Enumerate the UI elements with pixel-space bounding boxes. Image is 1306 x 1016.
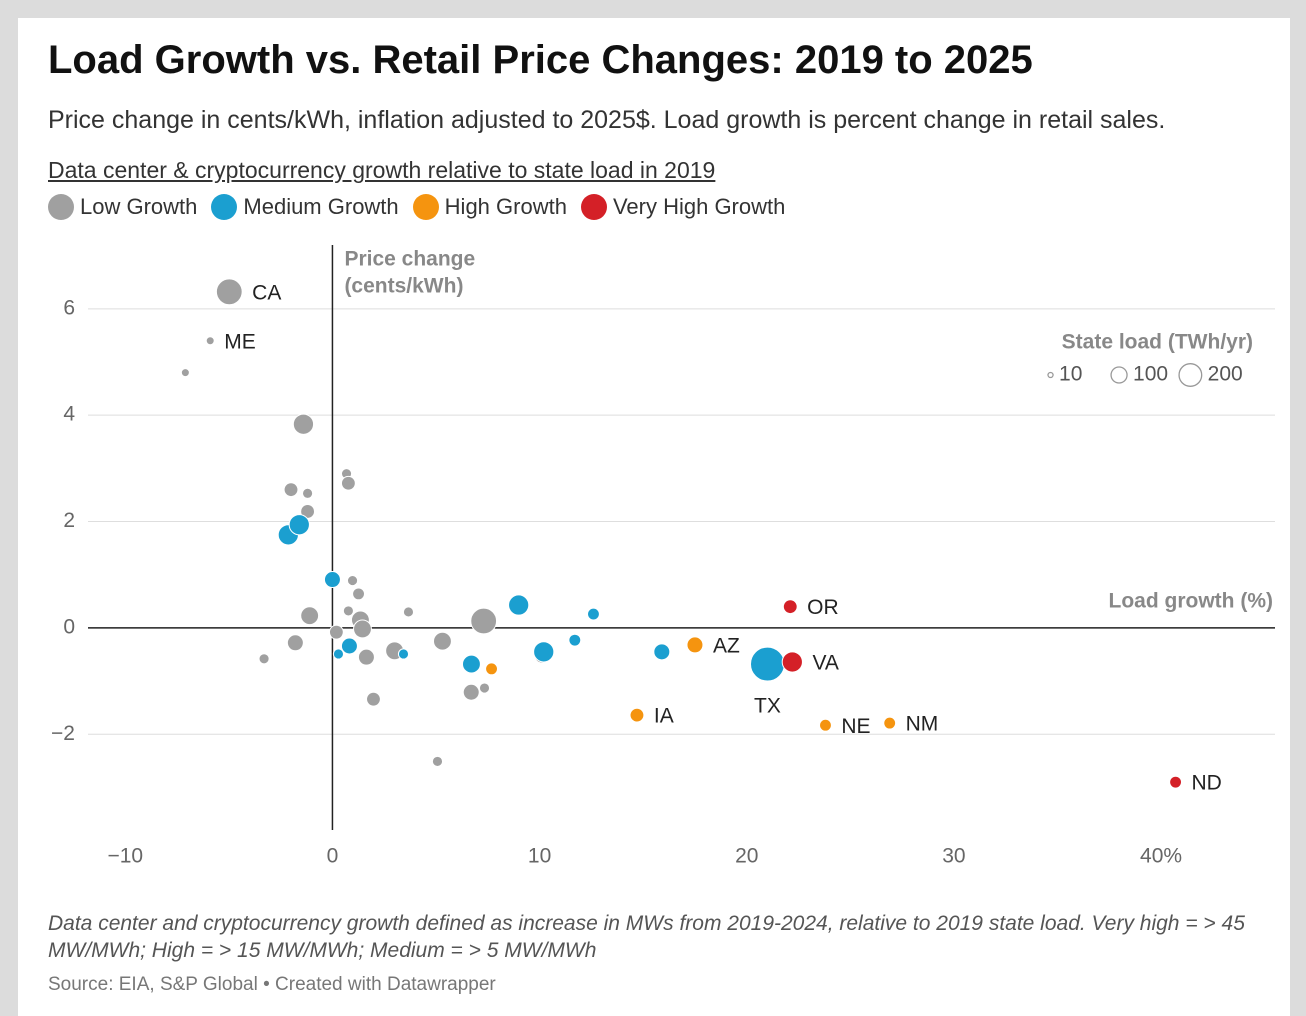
point-label: NM [906, 713, 939, 736]
x-tick-label: 30 [942, 845, 965, 868]
point [432, 631, 452, 651]
point [653, 643, 671, 661]
footnote: Data center and cryptocurrency growth de… [48, 912, 1245, 962]
size-legend-circle [1178, 363, 1203, 387]
point-label: ND [1191, 772, 1221, 795]
point [883, 716, 897, 730]
point [258, 653, 270, 665]
point-label: OR [807, 596, 839, 619]
legend-item: Very High Growth [580, 194, 786, 220]
point [302, 487, 314, 499]
x-tick-label: 20 [735, 845, 758, 868]
legend-label: Medium Growth [243, 194, 399, 219]
point [205, 336, 215, 346]
point [323, 571, 341, 589]
legend-item: Low Growth [48, 194, 197, 220]
y-tick-label: 6 [63, 296, 75, 319]
x-axis-label: Load growth (%) [1109, 589, 1273, 612]
x-tick-label: 10 [528, 845, 551, 868]
point [686, 636, 704, 654]
point-label: AZ [713, 634, 740, 657]
x-tick-label: −10 [107, 845, 143, 868]
point-label: VA [812, 651, 838, 674]
y-tick-label: 0 [63, 615, 75, 638]
point-label: CA [252, 281, 281, 304]
legend-swatch [48, 194, 74, 220]
point [1169, 775, 1182, 789]
y-tick-label: −2 [51, 722, 75, 745]
point [749, 646, 785, 682]
source: Source: EIA, S&P Global • Created with D… [48, 974, 496, 995]
point [288, 514, 310, 536]
point [346, 575, 359, 587]
point [215, 278, 243, 306]
y-axis-label: (cents/kWh) [344, 275, 463, 298]
x-tick-label: 0 [327, 845, 339, 868]
point [462, 654, 481, 674]
chart: −2 0 2 4 6 −10 0 10 20 30 40% Price change (cents/kW… [51, 245, 1275, 868]
size-legend-label: 100 [1133, 363, 1168, 386]
y-tick-label: 2 [63, 509, 75, 532]
point [292, 413, 315, 435]
size-legend-circle [1047, 371, 1054, 379]
point [283, 482, 299, 498]
point [431, 755, 444, 767]
point [300, 606, 320, 626]
point [485, 662, 498, 676]
size-legend-label: 10 [1059, 363, 1082, 386]
point [819, 718, 832, 732]
legend-item: High Growth [412, 194, 567, 220]
legend-title: Data center & cryptocurrency growth rela… [48, 157, 716, 183]
point [462, 683, 480, 701]
point [180, 368, 190, 378]
point [781, 651, 803, 673]
legend-item: Medium Growth [211, 194, 399, 220]
point [366, 691, 381, 707]
card [18, 18, 1290, 1016]
point [478, 682, 491, 694]
point [286, 634, 304, 652]
point-label: ME [224, 330, 256, 353]
point [782, 599, 798, 615]
chart-title: Load Growth vs. Retail Price Changes: 20… [48, 38, 1033, 82]
legend-label: High Growth [444, 194, 567, 219]
x-tick-label: 40% [1140, 845, 1182, 868]
point-label: NE [841, 715, 870, 738]
point-label: IA [654, 705, 674, 728]
point [353, 619, 372, 639]
point [397, 648, 410, 660]
point-label: TX [754, 695, 781, 718]
point [508, 594, 530, 616]
point [402, 606, 415, 618]
legend-swatch [412, 194, 439, 220]
point [587, 607, 600, 621]
chart-subtitle: Price change in cents/kWh, inflation adj… [48, 106, 1166, 134]
y-axis-label: Price change [344, 248, 475, 271]
y-tick-label: 4 [63, 403, 75, 426]
point [340, 637, 358, 655]
point [470, 607, 498, 635]
point [533, 641, 555, 663]
point [352, 587, 365, 601]
point [332, 648, 345, 660]
legend-label: Low Growth [80, 194, 198, 219]
point [340, 475, 356, 491]
point [568, 633, 582, 647]
legend-swatch [580, 194, 607, 220]
legend-swatch [211, 194, 238, 220]
size-legend-title: State load (TWh/yr) [1062, 331, 1253, 354]
point [328, 624, 344, 640]
size-legend-label: 200 [1208, 363, 1243, 386]
size-legend-circle [1110, 366, 1128, 384]
point [629, 707, 645, 723]
legend-label: Very High Growth [612, 194, 786, 219]
point [342, 605, 354, 617]
legend: Low Growth Medium Growth High Growth Very H… [48, 194, 785, 220]
point [357, 648, 375, 666]
